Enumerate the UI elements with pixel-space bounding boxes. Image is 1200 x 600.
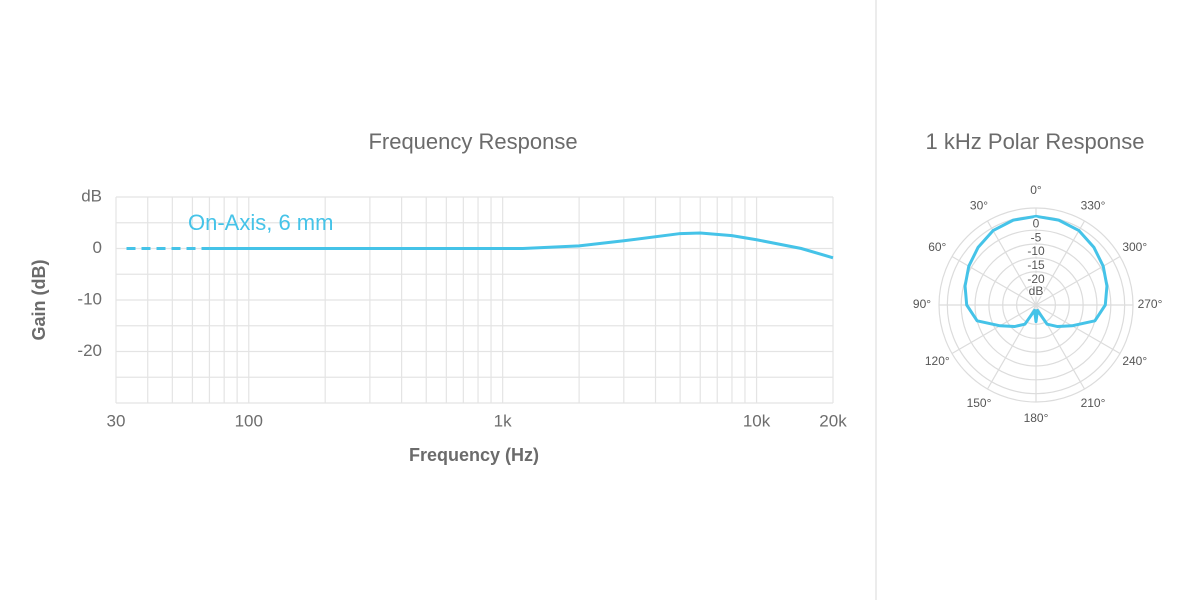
angle-label: 150°: [967, 396, 992, 410]
series-line: [209, 231, 834, 260]
angle-label: 30°: [970, 198, 988, 212]
angle-label: 270°: [1138, 297, 1163, 311]
x-tick-label: 1k: [494, 411, 512, 430]
y-tick-label: dB: [81, 186, 102, 205]
angle-label: 0°: [1030, 183, 1042, 197]
polar-ring: [960, 229, 1112, 381]
polar-ring: [1002, 271, 1070, 339]
polar-spoke: [986, 220, 1037, 306]
angle-label: 60°: [928, 240, 946, 254]
angle-label: 120°: [925, 354, 950, 368]
polar-title: 1 kHz Polar Response: [926, 129, 1145, 154]
polar-pattern: [963, 214, 1109, 329]
r-tick-label: -15: [1027, 258, 1045, 272]
polar-spoke: [951, 255, 1037, 306]
y-tick-label: -20: [77, 341, 102, 360]
angle-label: 90°: [913, 297, 931, 311]
y-tick-label: 0: [93, 238, 102, 257]
r-tick-label: 0: [1033, 216, 1040, 230]
angle-label: 240°: [1122, 354, 1147, 368]
x-tick-label: 10k: [743, 411, 771, 430]
r-unit-label: dB: [1029, 284, 1044, 298]
series-annotation: On-Axis, 6 mm: [188, 210, 333, 235]
polar-spoke: [1035, 220, 1086, 306]
angle-label: 180°: [1024, 411, 1049, 425]
angle-label: 330°: [1081, 198, 1106, 212]
angle-label: 300°: [1122, 240, 1147, 254]
x-tick-label: 100: [235, 411, 263, 430]
r-tick-label: -20: [1027, 272, 1045, 286]
polar-ring: [974, 243, 1098, 367]
r-tick-label: -5: [1031, 230, 1042, 244]
polar-spoke: [951, 304, 1037, 355]
r-tick-label: -10: [1027, 244, 1045, 258]
angle-label: 210°: [1081, 396, 1106, 410]
y-tick-label: -10: [77, 289, 102, 308]
polar-spoke: [1035, 255, 1121, 306]
y-axis-label: Gain (dB): [29, 260, 49, 341]
x-tick-label: 30: [107, 411, 126, 430]
chart-title: Frequency Response: [368, 129, 577, 154]
x-axis-label: Frequency (Hz): [409, 445, 539, 465]
polar-spoke: [1035, 304, 1121, 355]
x-tick-label: 20k: [819, 411, 847, 430]
polar-ring: [988, 257, 1084, 353]
